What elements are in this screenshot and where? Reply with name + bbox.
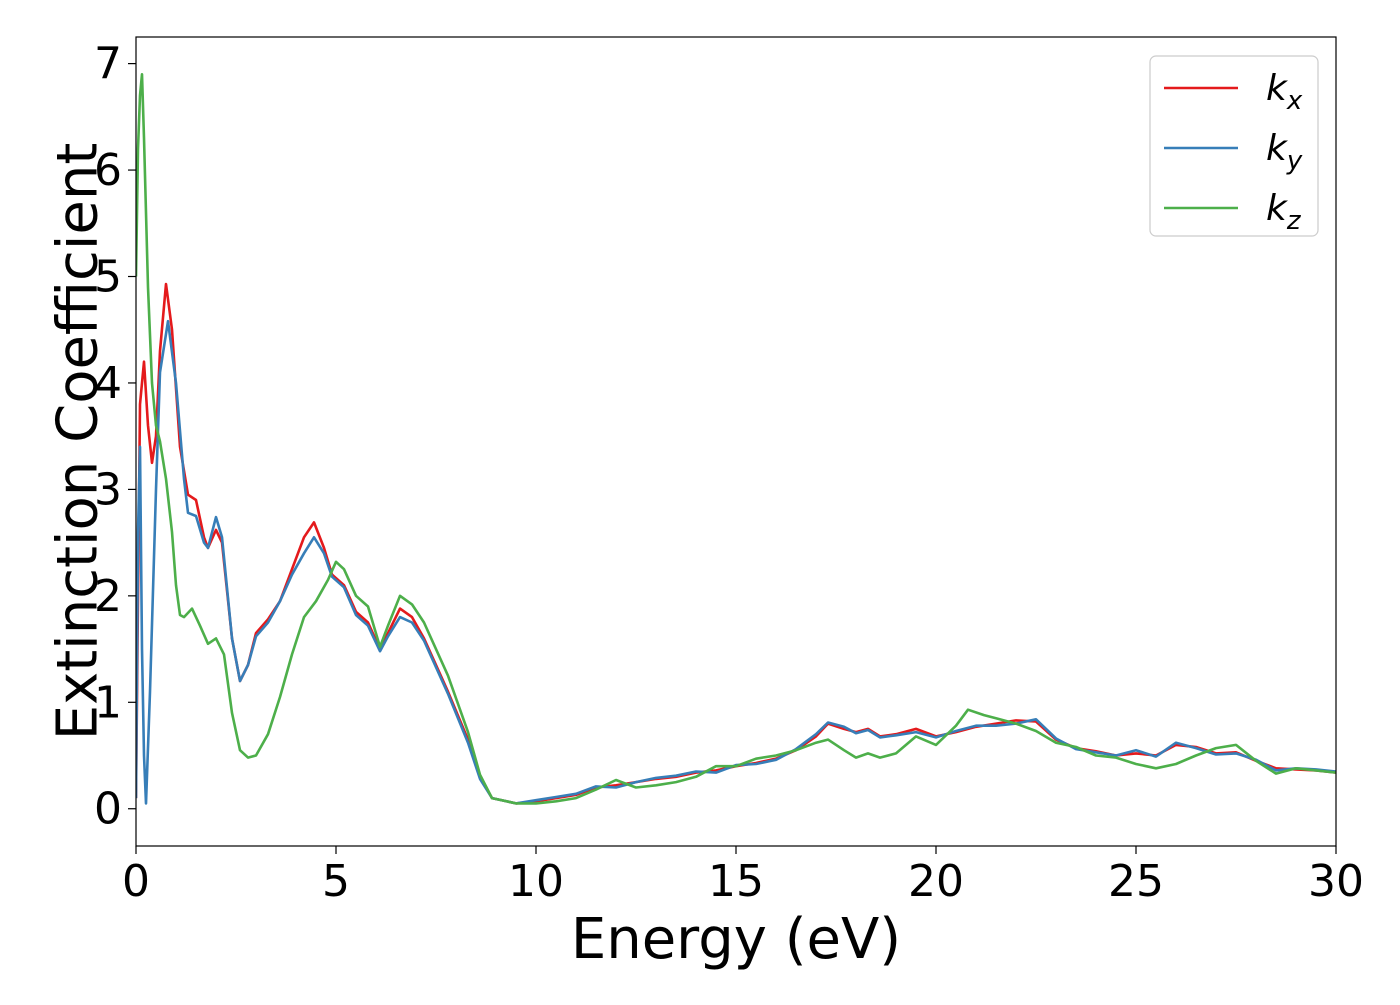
x-tick-label: 10 — [508, 856, 564, 907]
y-tick-label: 0 — [94, 784, 122, 835]
x-axis-ticks: 0 5 10 15 20 25 30 — [122, 846, 1364, 907]
x-tick-label: 20 — [908, 856, 964, 907]
legend-label-x: kx — [1266, 68, 1303, 116]
y-axis-ticks: 0 1 2 3 4 5 6 7 — [94, 39, 136, 835]
x-tick-label: 0 — [122, 856, 150, 907]
series-line-y — [136, 319, 1336, 805]
plot-lines — [136, 73, 1336, 805]
x-tick-label: 5 — [322, 856, 350, 907]
y-tick-label: 7 — [94, 39, 122, 90]
series-line-x — [136, 282, 1336, 805]
y-tick-label: 6 — [94, 145, 122, 196]
y-tick-label: 3 — [94, 464, 122, 515]
legend-box — [1149, 55, 1319, 237]
series-line-z — [136, 73, 1336, 805]
y-tick-label: 5 — [94, 252, 122, 303]
legend: kx ky kz — [1149, 55, 1319, 237]
x-tick-label: 30 — [1308, 856, 1364, 907]
legend-label-z: kz — [1266, 188, 1302, 236]
y-tick-label: 2 — [94, 571, 122, 622]
plot-frame — [135, 36, 1337, 847]
y-tick-label: 4 — [94, 358, 122, 409]
y-axis-title: Extinction Coefficient — [46, 143, 111, 741]
legend-label-y: ky — [1266, 128, 1303, 176]
y-tick-label: 1 — [94, 677, 122, 728]
x-tick-label: 15 — [708, 856, 764, 907]
x-axis-title: Energy (eV) — [571, 907, 901, 972]
x-tick-label: 25 — [1108, 856, 1164, 907]
